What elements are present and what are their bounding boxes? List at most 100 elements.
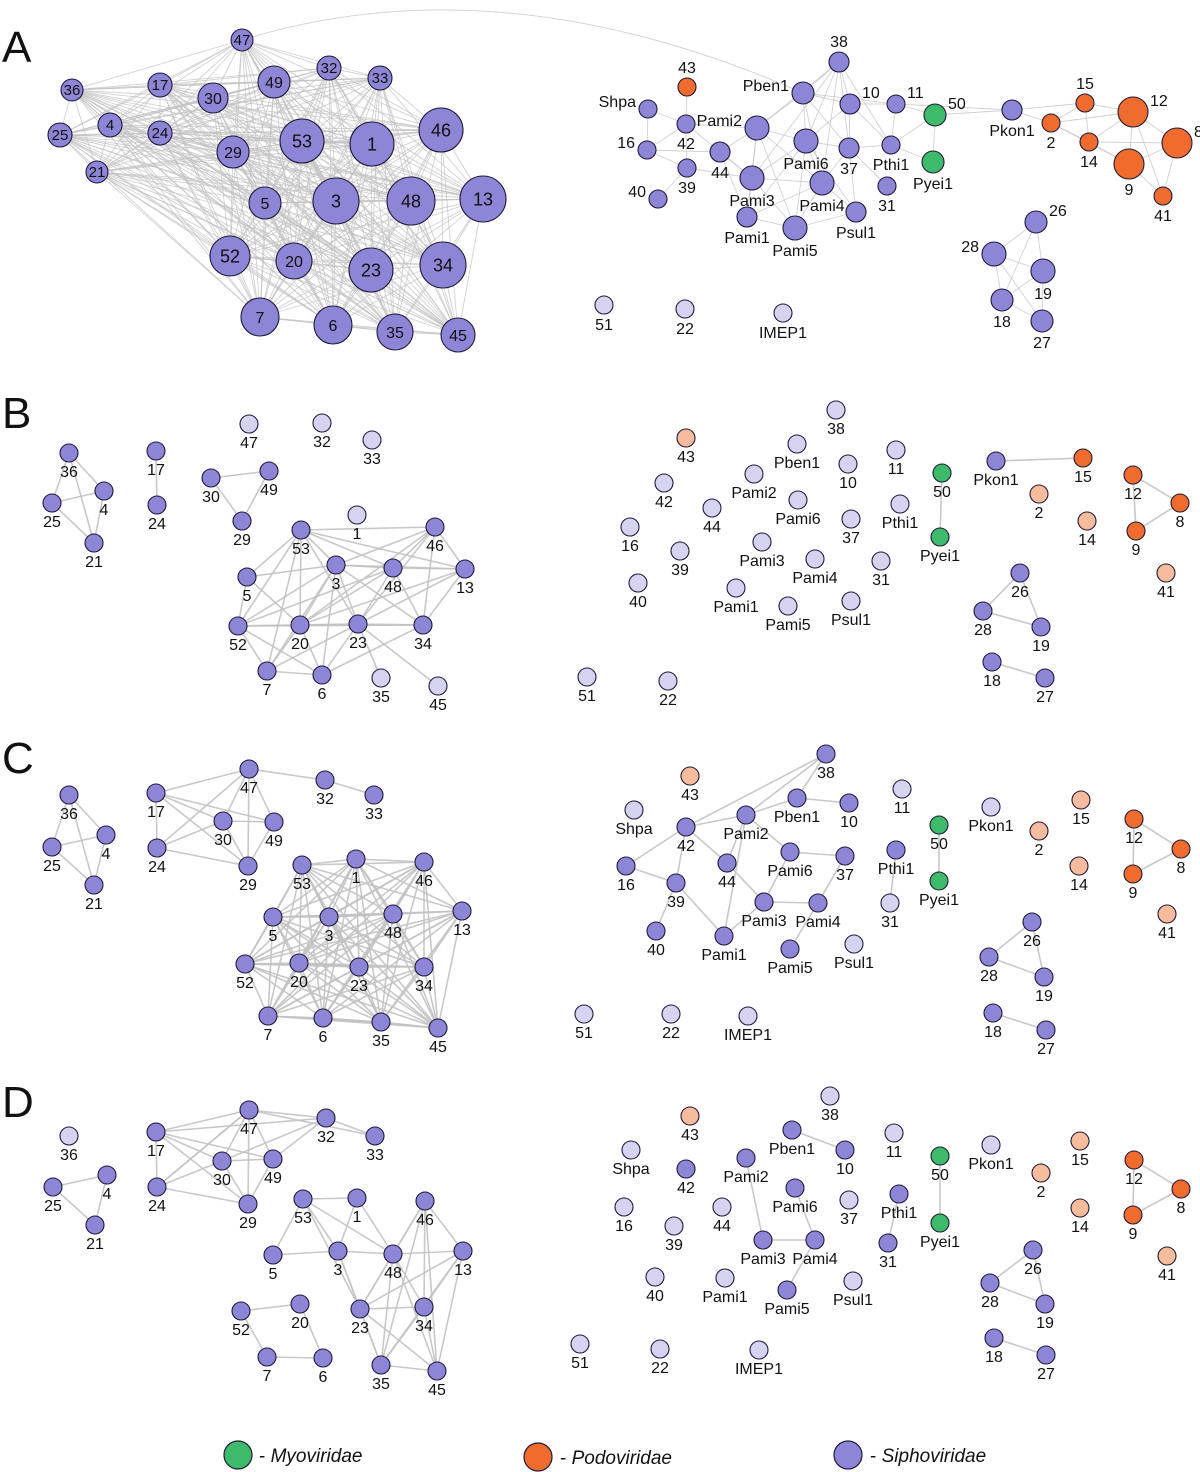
- edge-a-1-47: [241, 39, 373, 145]
- node-c-36: [59, 785, 79, 805]
- node-label-b-19: 19: [1032, 638, 1050, 655]
- node-b-31: [871, 551, 891, 571]
- edge-c-28-19: [988, 956, 1045, 978]
- legend-podoviridae-swatch: [523, 1442, 553, 1472]
- node-c-pami6: [780, 842, 800, 862]
- node-label-c-29: 29: [239, 877, 257, 894]
- edge-b-53-7: [266, 529, 302, 672]
- node-d-45: [427, 1361, 447, 1381]
- node-label-b-18: 18: [983, 673, 1001, 690]
- node-d-3: [328, 1241, 348, 1261]
- node-b-23: [348, 614, 368, 634]
- node-c-47: [239, 759, 259, 779]
- node-label-c-25: 25: [43, 858, 61, 875]
- node-label-a-8: 8: [1194, 124, 1200, 141]
- node-label-c-41: 41: [1158, 925, 1176, 942]
- node-label-a-6: 6: [329, 318, 338, 335]
- panel-letter-d: D: [2, 1078, 34, 1127]
- node-c-pthi1: [886, 840, 906, 860]
- edge-a-47-pben1: [241, 9, 804, 94]
- node-b-21: [84, 533, 104, 553]
- edge-a-46-49: [273, 81, 442, 131]
- edge-a-13-29: [232, 151, 484, 200]
- panel-a-edges: [59, 9, 1178, 336]
- node-label-b-32: 32: [313, 434, 331, 451]
- node-label-c-pami3: Pami3: [741, 913, 786, 930]
- node-a-pben1: [791, 81, 815, 105]
- edge-c-13-52: [244, 910, 463, 965]
- node-label-b-pami6: Pami6: [775, 511, 820, 528]
- node-a-4: [97, 112, 123, 138]
- edge-b-53-13: [300, 529, 466, 570]
- node-label-a-7: 7: [256, 310, 265, 327]
- node-label-c-48: 48: [384, 925, 402, 942]
- node-a-33: [367, 65, 393, 91]
- node-label-d-44: 44: [713, 1218, 731, 1235]
- node-a-pthi1: [881, 135, 901, 155]
- node-label-d-8: 8: [1177, 1200, 1186, 1217]
- node-c-51: [574, 1004, 594, 1024]
- node-c-pami3: [754, 892, 774, 912]
- edge-b-13-23: [357, 568, 466, 625]
- edge-a-25-29: [59, 134, 234, 153]
- node-d-32: [316, 1108, 336, 1128]
- node-label-a-13: 13: [473, 189, 493, 209]
- node-b-39: [670, 541, 690, 561]
- node-label-a-31: 31: [878, 198, 896, 215]
- edge-c-42-pami2: [685, 814, 747, 828]
- node-d-8: [1171, 1179, 1191, 1199]
- node-label-c-pthi1: Pthi1: [878, 861, 915, 878]
- node-label-c-42: 42: [677, 838, 695, 855]
- node-label-a-48: 48: [401, 191, 421, 211]
- node-label-d-17: 17: [147, 1143, 165, 1160]
- node-label-d-pami4: Pami4: [792, 1251, 837, 1268]
- node-c-pkon1: [981, 797, 1001, 817]
- node-label-b-pkon1: Pkon1: [973, 472, 1018, 489]
- edge-a-45-53: [301, 140, 459, 336]
- node-label-a-27: 27: [1033, 335, 1051, 352]
- node-label-b-psul1: Psul1: [831, 612, 871, 629]
- edge-a-52-49: [229, 81, 275, 257]
- node-label-b-pthi1: Pthi1: [882, 515, 919, 532]
- node-label-a-40: 40: [628, 184, 646, 201]
- panel-d-edges: [52, 1109, 1182, 1372]
- node-b-24: [147, 495, 167, 515]
- edge-b-53-20: [299, 529, 302, 626]
- node-label-c-17: 17: [147, 804, 165, 821]
- node-d-20: [290, 1294, 310, 1314]
- node-label-d-37: 37: [840, 1211, 858, 1228]
- node-c-2: [1029, 821, 1049, 841]
- node-label-c-27: 27: [1037, 1041, 1055, 1058]
- edge-a-35-46: [394, 129, 442, 333]
- node-label-b-39: 39: [671, 562, 689, 579]
- node-label-b-pami4: Pami4: [792, 570, 837, 587]
- node-label-a-29: 29: [224, 145, 242, 162]
- edge-d-24-47: [156, 1109, 250, 1188]
- node-label-b-pami3: Pami3: [739, 553, 784, 570]
- node-d-39: [664, 1216, 684, 1236]
- edge-b-pkon1-15: [995, 457, 1084, 462]
- node-label-a-19: 19: [1034, 286, 1052, 303]
- node-label-a-45: 45: [449, 328, 467, 345]
- edge-c-47-30: [222, 768, 250, 822]
- node-d-21: [85, 1215, 105, 1235]
- node-label-a-42: 42: [677, 136, 695, 153]
- node-b-26: [1010, 563, 1030, 583]
- node-a-48: [386, 176, 436, 226]
- node-d-pami3: [753, 1230, 773, 1250]
- node-label-c-18: 18: [984, 1024, 1002, 1041]
- node-label-d-pami6: Pami6: [772, 1199, 817, 1216]
- node-a-36: [60, 78, 84, 102]
- edge-b-46-20: [299, 526, 436, 626]
- edge-a-30-33: [212, 77, 381, 99]
- node-a-20: [275, 242, 313, 280]
- legend-podoviridae-label: - Podoviridae: [560, 1448, 672, 1469]
- node-d-14: [1070, 1198, 1090, 1218]
- edge-a-11-pkon1: [895, 103, 1013, 111]
- node-label-d-33: 33: [366, 1147, 384, 1164]
- node-label-c-6: 6: [319, 1029, 328, 1046]
- edge-d-30-32: [221, 1117, 327, 1162]
- node-c-imep1: [738, 1006, 758, 1026]
- edge-a-35-24: [159, 132, 396, 333]
- edge-d-23-45: [359, 1308, 438, 1372]
